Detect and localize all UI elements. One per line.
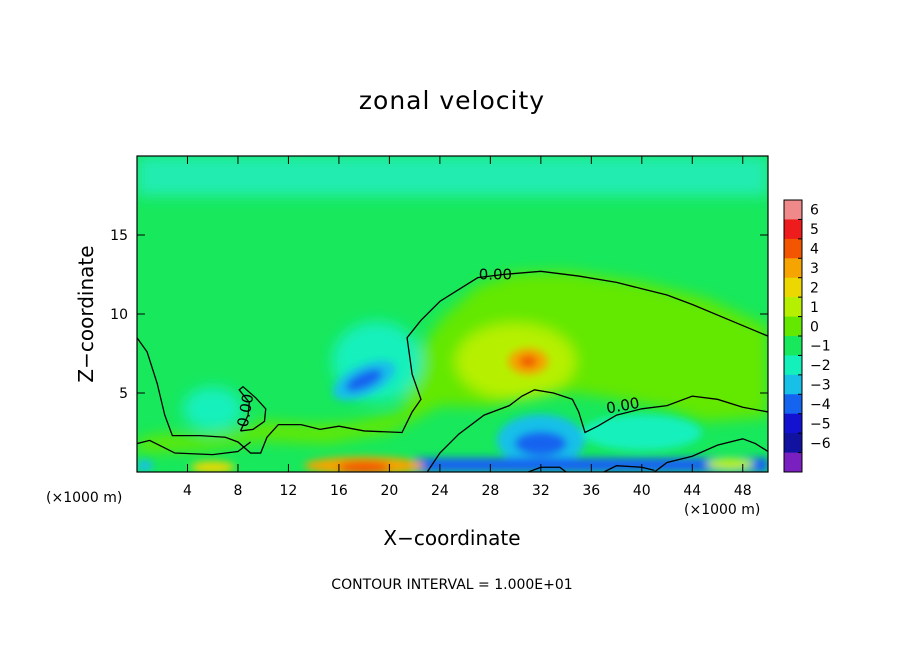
colorbar-swatch: [784, 258, 802, 279]
colorbar-label: −1: [810, 339, 831, 355]
y-axis-label: Z−coordinate: [74, 245, 98, 383]
x-tick-label: 32: [532, 483, 550, 499]
x-tick-label: 48: [734, 483, 752, 499]
zero-contour-right: [654, 438, 768, 472]
x-tick-label: 28: [481, 483, 499, 499]
left-cyan-patch: [182, 386, 243, 431]
chart-title: zonal velocity: [358, 86, 546, 115]
colorbar-swatch: [784, 219, 802, 240]
colorbar-swatch: [784, 433, 802, 454]
contour-label: 0.00: [479, 266, 512, 284]
colorbar: 6 5 4 3 2 1 0 −1 −2 −3 −4 −5 −6: [783, 199, 831, 473]
zero-contour-surface: [603, 465, 655, 472]
colorbar-label: −6: [810, 436, 831, 452]
colorbar-swatch: [784, 200, 802, 220]
colorbar-swatch: [784, 374, 802, 395]
low-negative-core: [514, 431, 567, 456]
y-axis: 5 10 15: [110, 228, 768, 402]
contour-label: 0.00: [234, 392, 258, 428]
positive-core: [519, 355, 538, 368]
colorbar-label: 0: [810, 319, 819, 335]
colorbar-label: 1: [810, 300, 819, 316]
contour-label: 0.00: [605, 394, 641, 418]
x-unit-right: (×1000 m): [684, 502, 761, 518]
y-tick-label: 10: [110, 307, 128, 323]
velocity-field: [137, 156, 768, 472]
warm-dome: [137, 271, 768, 454]
colorbar-label: −4: [810, 397, 831, 413]
zero-contour-mid: [426, 389, 768, 472]
x-tick-label: 12: [280, 483, 298, 499]
zero-contour-lowleft: [137, 439, 251, 456]
surface-left-cold: [137, 459, 153, 472]
colorbar-swatch: [784, 277, 802, 298]
colorbar-label: 5: [810, 222, 819, 238]
colorbar-swatch: [784, 355, 802, 376]
contour-labels: 0.00 0.00 0.00: [234, 266, 641, 429]
x-tick-label: 36: [582, 483, 600, 499]
upper-band: [137, 156, 768, 196]
colorbar-swatch: [784, 336, 802, 356]
colorbar-swatch: [784, 452, 802, 473]
surface-left-warm: [190, 461, 235, 472]
x-unit-left: (×1000 m): [46, 490, 123, 506]
x-axis-label: X−coordinate: [383, 526, 521, 550]
zero-contours: [137, 270, 768, 472]
low-cyan-band: [581, 414, 702, 451]
x-axis: 4 8 12 16 20 24 28 32 36 40 44 48: [183, 156, 752, 499]
y-tick-label: 5: [119, 386, 128, 402]
colorbar-label: 2: [810, 280, 819, 296]
colorbar-label: 6: [810, 203, 819, 219]
surface-right-warm: [706, 458, 755, 471]
x-tick-label: 8: [233, 483, 242, 499]
zero-contour-upper: [137, 270, 768, 454]
x-tick-label: 24: [431, 483, 449, 499]
colorbar-label: 3: [810, 261, 819, 277]
colorbar-label: −2: [810, 358, 831, 374]
x-tick-label: 4: [183, 483, 192, 499]
colorbar-swatch: [784, 238, 802, 259]
x-tick-label: 40: [633, 483, 651, 499]
y-tick-label: 15: [110, 228, 128, 244]
x-tick-label: 20: [380, 483, 398, 499]
contour-interval-note: CONTOUR INTERVAL = 1.000E+01: [331, 577, 573, 593]
x-tick-label: 16: [330, 483, 348, 499]
colorbar-label: −3: [810, 378, 831, 394]
colorbar-swatch: [784, 394, 802, 415]
colorbar-label: −5: [810, 416, 831, 432]
surface-jet-core: [338, 461, 391, 472]
x-tick-label: 44: [683, 483, 701, 499]
colorbar-swatch: [784, 413, 802, 434]
negative-core: [345, 369, 383, 392]
colorbar-swatch: [784, 316, 802, 337]
zero-contour-loop: [238, 385, 267, 432]
colorbar-swatch: [784, 297, 802, 318]
zero-contour-surface2: [527, 466, 567, 472]
colorbar-label: 4: [810, 242, 819, 258]
